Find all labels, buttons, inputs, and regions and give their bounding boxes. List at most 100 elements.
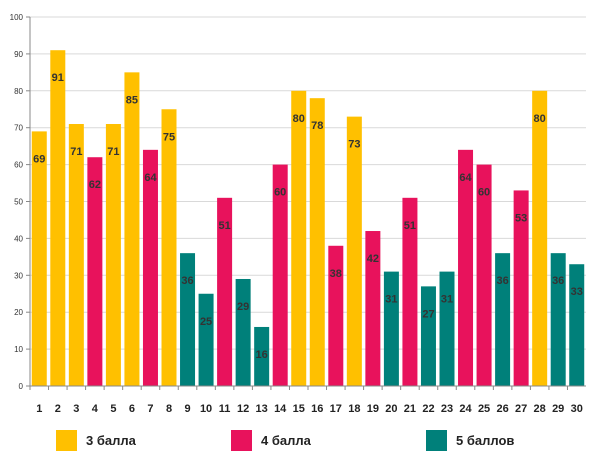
bar-15 (291, 90, 307, 387)
x-tick-label-11: 11 (219, 403, 231, 415)
y-tick-label-50: 50 (14, 198, 23, 207)
bar-24 (458, 149, 474, 386)
bar-25 (476, 164, 492, 386)
bar-11 (217, 197, 233, 386)
legend-item-5: 5 баллов (426, 428, 514, 452)
data-label-15: 80 (293, 113, 305, 125)
y-tick-label-40: 40 (14, 234, 23, 243)
data-label-4: 62 (89, 179, 101, 191)
legend-item-4: 4 балла (231, 428, 311, 452)
x-tick-label-13: 13 (256, 403, 268, 415)
x-tick-label-18: 18 (348, 403, 360, 415)
legend-swatch-4 (231, 429, 252, 451)
x-tick-label-30: 30 (571, 403, 583, 415)
x-tick-label-2: 2 (55, 403, 61, 415)
data-label-24: 64 (459, 172, 472, 184)
bar-16 (309, 98, 325, 387)
bar-21 (402, 197, 418, 386)
bar-10 (198, 293, 214, 386)
x-tick-label-4: 4 (92, 403, 99, 415)
bar-4 (87, 157, 103, 386)
data-label-5: 71 (107, 146, 119, 158)
data-label-20: 31 (385, 294, 397, 306)
data-label-13: 16 (256, 349, 268, 361)
bar-27 (513, 190, 529, 386)
data-label-23: 31 (441, 294, 453, 306)
bar-14 (272, 164, 288, 386)
bar-6 (124, 72, 140, 386)
y-tick-label-100: 100 (10, 13, 24, 22)
bars (31, 50, 585, 387)
legend-label-3: 3 балла (86, 432, 136, 448)
x-tick-label-24: 24 (459, 403, 472, 415)
y-tick-label-90: 90 (14, 50, 23, 59)
y-tick-label-0: 0 (19, 382, 24, 391)
data-label-30: 33 (571, 286, 583, 298)
legend-label-4: 4 балла (261, 432, 311, 448)
x-tick-label-3: 3 (73, 403, 79, 415)
data-label-12: 29 (237, 301, 249, 313)
bar-3 (68, 124, 84, 386)
bar-13 (254, 326, 270, 386)
bar-12 (235, 278, 251, 386)
bar-1 (31, 131, 47, 386)
data-label-28: 80 (534, 113, 546, 125)
legend-swatch-5 (426, 429, 447, 451)
x-tick-label-16: 16 (311, 403, 323, 415)
legend-item-3: 3 балла (56, 428, 136, 452)
bar-19 (365, 231, 381, 386)
y-tick-label-10: 10 (14, 345, 23, 354)
data-label-10: 25 (200, 316, 212, 328)
bar-17 (328, 245, 344, 386)
data-label-17: 38 (330, 268, 342, 280)
bar-20 (383, 271, 399, 386)
data-label-27: 53 (515, 212, 527, 224)
bar-7 (142, 149, 158, 386)
x-tick-label-28: 28 (534, 403, 546, 415)
x-tick-label-9: 9 (184, 403, 190, 415)
bar-8 (161, 109, 177, 386)
legend-swatch-3 (56, 429, 77, 451)
x-tick-label-17: 17 (330, 403, 342, 415)
x-tick-label-8: 8 (166, 403, 172, 415)
x-tick-label-29: 29 (552, 403, 564, 415)
y-tick-label-20: 20 (14, 308, 23, 317)
x-tick-label-22: 22 (422, 403, 434, 415)
x-tick-label-26: 26 (496, 403, 508, 415)
bar-29 (550, 253, 566, 386)
bar-23 (439, 271, 455, 386)
x-tick-label-7: 7 (147, 403, 153, 415)
x-tick-label-12: 12 (237, 403, 249, 415)
x-tick-label-19: 19 (367, 403, 379, 415)
data-label-3: 71 (70, 146, 82, 158)
data-label-16: 78 (311, 120, 323, 132)
data-label-19: 42 (367, 253, 379, 265)
bar-22 (420, 286, 436, 386)
data-label-11: 51 (218, 220, 230, 232)
data-label-9: 36 (181, 275, 193, 287)
bar-chart: 6991716271856475362551291660807838734231… (10, 13, 586, 415)
data-label-22: 27 (422, 308, 434, 320)
y-tick-label-30: 30 (14, 271, 23, 280)
x-tick-label-10: 10 (200, 403, 212, 415)
x-tick-label-27: 27 (515, 403, 527, 415)
data-label-8: 75 (163, 131, 175, 143)
bar-2 (50, 50, 66, 387)
bar-18 (346, 116, 362, 386)
data-label-21: 51 (404, 220, 416, 232)
data-label-1: 69 (33, 153, 45, 165)
x-tick-label-25: 25 (478, 403, 490, 415)
data-label-25: 60 (478, 187, 490, 199)
x-tick-label-20: 20 (385, 403, 397, 415)
x-tick-label-14: 14 (274, 403, 287, 415)
x-tick-label-5: 5 (110, 403, 116, 415)
data-label-7: 64 (144, 172, 157, 184)
bar-9 (180, 253, 196, 386)
x-tick-label-21: 21 (404, 403, 416, 415)
legend: 3 балла 4 балла 5 баллов (0, 428, 596, 458)
y-tick-label-70: 70 (14, 124, 23, 133)
data-label-26: 36 (496, 275, 508, 287)
data-label-14: 60 (274, 187, 286, 199)
y-tick-label-80: 80 (14, 87, 23, 96)
